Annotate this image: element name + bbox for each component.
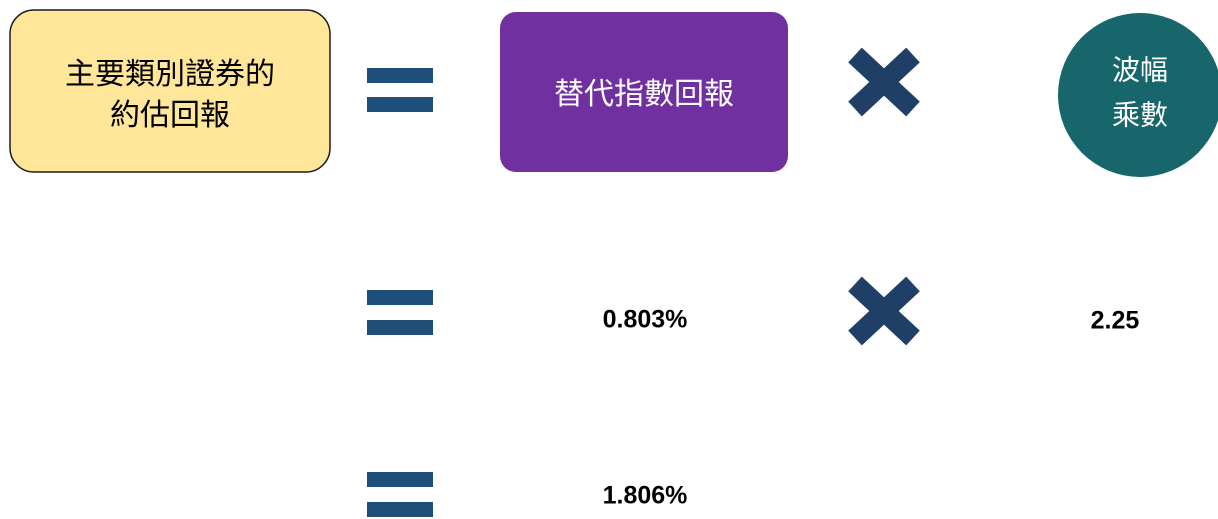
proxy-index-box bbox=[500, 12, 788, 172]
estimated-return-line: 主要類別證券的 bbox=[65, 57, 275, 92]
multiplier-value: 2.25 bbox=[1091, 307, 1140, 335]
proxy-index-label: 替代指數回報 bbox=[554, 77, 734, 112]
result-value: 1.806% bbox=[603, 482, 688, 510]
estimated-return-line: 約估回報 bbox=[110, 98, 230, 133]
multiply-sign bbox=[848, 47, 920, 117]
volatility-multiplier-line: 乘數 bbox=[1112, 99, 1168, 132]
proxy-value: 0.803% bbox=[603, 306, 688, 334]
estimated-return-box bbox=[9, 9, 331, 173]
equals-sign bbox=[367, 68, 433, 112]
volatility-multiplier-circle bbox=[1058, 13, 1218, 177]
multiply-sign bbox=[848, 276, 920, 346]
equals-sign bbox=[367, 472, 433, 517]
volatility-multiplier-line: 波幅 bbox=[1112, 54, 1168, 87]
equals-sign bbox=[367, 290, 433, 335]
